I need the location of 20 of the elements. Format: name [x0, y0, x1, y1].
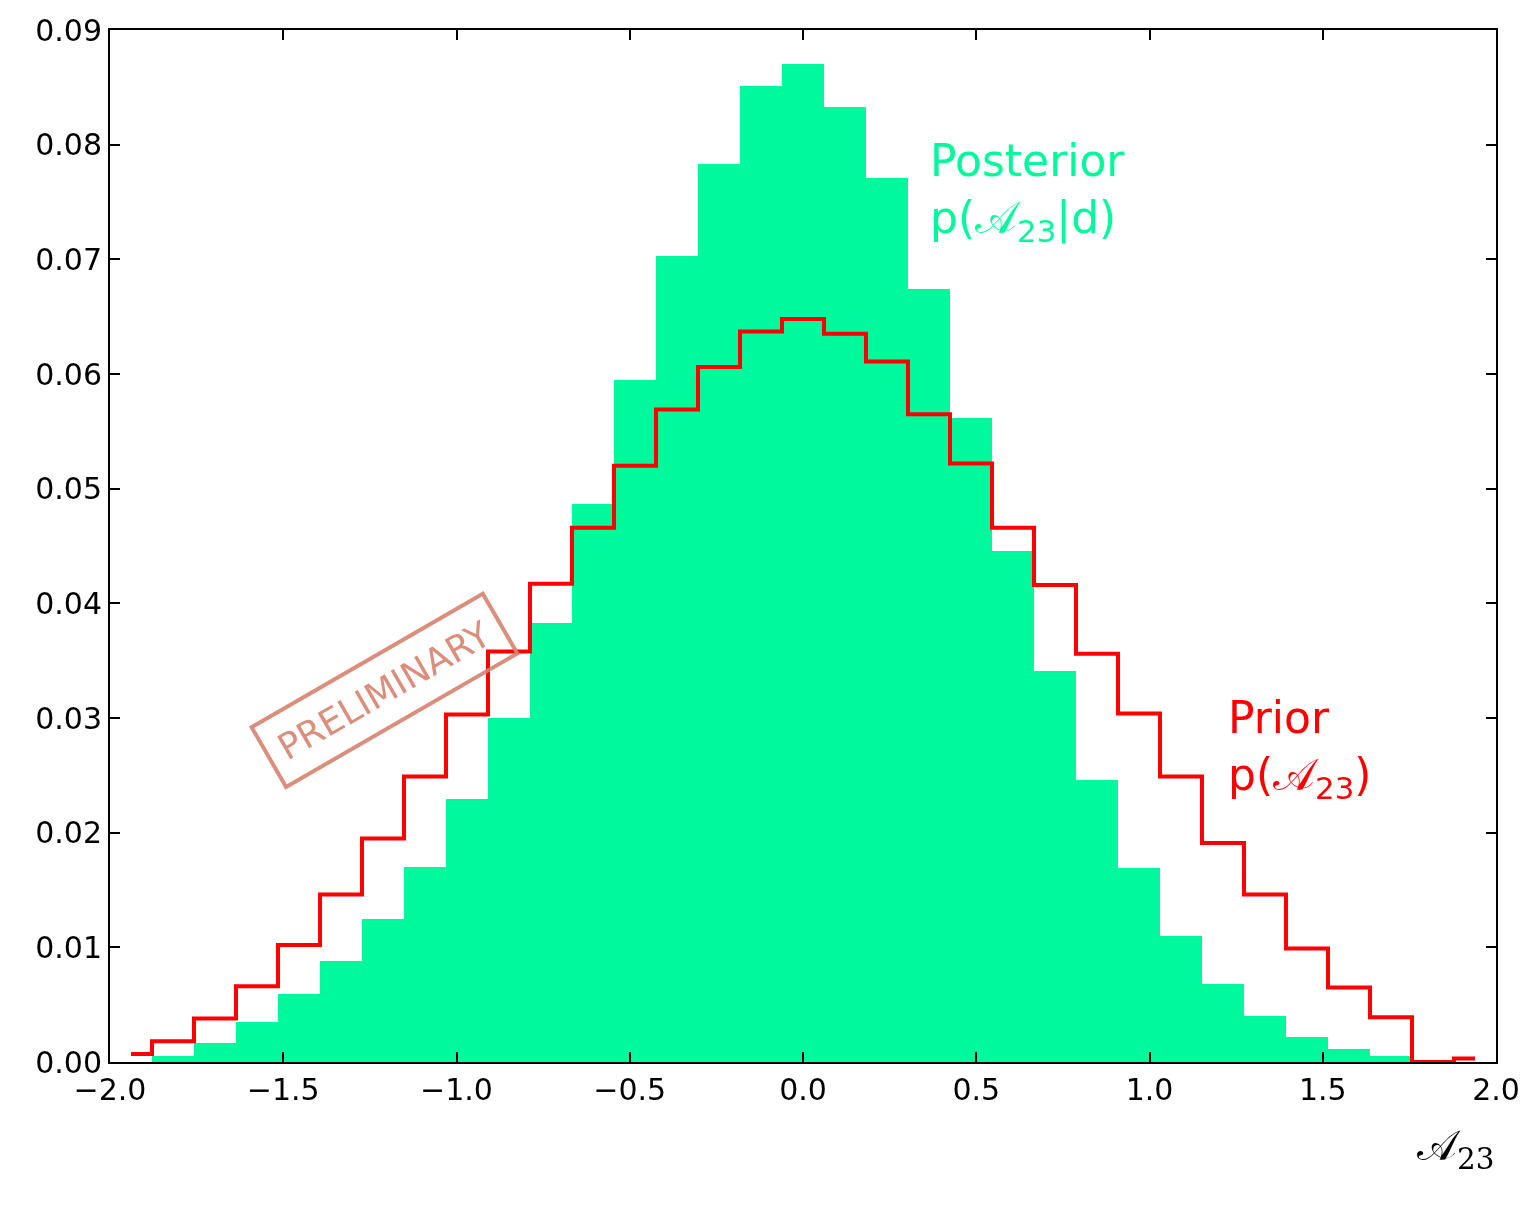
x-axis-title: 𝒜$_{23}$: [1417, 1121, 1495, 1176]
y-tick-label: 0.06: [35, 356, 102, 392]
y-tick-label: 0.03: [35, 700, 102, 736]
y-tick-label: 0.02: [35, 815, 102, 851]
x-tick-label: −0.5: [593, 1072, 667, 1107]
y-tick-label: 0.04: [35, 585, 102, 621]
y-tick-label: 0.09: [35, 12, 102, 48]
y-tick-label: 0.07: [35, 241, 102, 277]
x-tick-label: 2.0: [1472, 1072, 1520, 1107]
x-tick-label: −1.0: [420, 1072, 493, 1107]
x-tick-label: 1.0: [1125, 1072, 1174, 1107]
y-tick-label: 0.01: [35, 929, 102, 965]
x-tick-label: −1.5: [246, 1072, 320, 1107]
y-tick-label: 0.08: [35, 127, 102, 163]
series-label: Posterior p(𝒜$_{23}$|d): [930, 135, 1126, 250]
x-tick-label: 0.5: [952, 1072, 1001, 1107]
x-tick-label: 1.5: [1298, 1072, 1347, 1107]
series-label: Prior p(𝒜$_{23}$): [1228, 692, 1372, 807]
x-tick-label: 0.0: [779, 1072, 827, 1107]
y-tick-label: 0.05: [35, 471, 102, 507]
